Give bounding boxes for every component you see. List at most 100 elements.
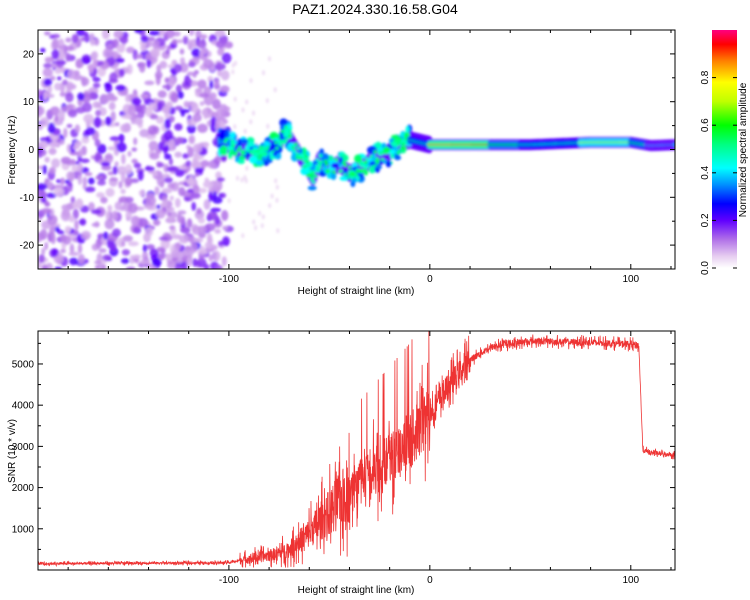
noise-blob [186,218,193,228]
noise-blob [268,203,272,209]
noise-blob [94,38,100,46]
noise-blob [42,164,47,175]
noise-blob [221,256,227,267]
spectrogram-y-tick-label: 20 [23,49,35,60]
noise-blob [91,209,102,215]
noise-blob [215,264,223,269]
noise-blob [193,237,204,243]
signal-blob [354,154,362,163]
signal-blob [357,168,367,174]
noise-blob [110,111,116,122]
snr-series-line [38,331,675,568]
noise-blob [66,143,72,153]
noise-blob [131,97,142,106]
noise-blob [197,40,207,49]
noise-blob [40,196,47,203]
noise-blob [70,159,76,164]
noise-blob [273,87,277,93]
signal-core [275,146,279,150]
noise-blob [105,116,112,126]
noise-blob [197,187,207,194]
noise-blob [197,225,207,234]
signal-core [245,149,250,153]
noise-blob [212,250,221,262]
noise-blob [89,38,96,47]
noise-blob [174,123,183,131]
noise-blob [170,92,179,103]
noise-blob [65,92,74,103]
noise-blob [42,67,53,78]
noise-blob [168,76,176,87]
noise-blob [167,182,176,189]
noise-blob [81,56,91,64]
noise-blob [89,33,95,40]
noise-blob [107,146,117,151]
noise-blob [92,101,101,109]
spectrogram-y-tick-label: -20 [20,241,35,252]
snr-y-tick-label: 5000 [12,359,35,370]
noise-blob [77,243,83,254]
noise-blob [97,143,107,154]
noise-blob [121,240,126,247]
noise-blob [127,202,138,214]
signal-core [319,160,324,164]
noise-blob [112,38,119,49]
signal-core [364,164,369,168]
noise-blob [188,61,196,68]
noise-blob [190,102,199,114]
noise-blob [88,202,95,212]
noise-blob [68,251,80,256]
noise-blob [179,48,185,55]
signal-blob [376,164,383,170]
signal-blob [369,161,377,166]
signal-core [236,148,241,152]
noise-blob [43,91,48,101]
colorbar-gradient [712,30,737,268]
noise-blob [66,182,73,187]
noise-blob [103,231,109,240]
noise-blob [223,106,231,112]
noise-blob [131,147,138,152]
noise-blob [202,180,214,188]
noise-blob [138,217,149,227]
noise-blob [109,177,119,182]
noise-blob [161,106,170,114]
signal-core [403,146,407,150]
noise-blob [121,114,132,119]
noise-blob [252,110,255,116]
noise-blob [121,153,126,165]
noise-blob [214,30,226,38]
signal-core [258,154,263,158]
noise-blob [270,193,274,199]
noise-blob [161,173,171,178]
noise-blob [187,146,194,158]
noise-blob [40,47,46,53]
noise-blob [127,241,139,247]
noise-blob [221,210,229,221]
noise-blob [193,184,200,194]
signal-core [369,155,374,158]
noise-blob [38,254,45,263]
noise-blob [152,40,160,50]
noise-blob [254,225,258,231]
noise-blob [138,189,145,197]
noise-blob [188,78,193,84]
noise-blob [109,72,118,83]
noise-blob [219,192,227,199]
noise-blob [82,176,88,186]
noise-blob [219,38,228,43]
noise-blob [122,235,133,242]
noise-blob [156,204,161,210]
noise-blob [97,180,106,186]
noise-blob [274,178,278,184]
noise-blob [63,127,68,139]
noise-blob [120,188,126,195]
noise-blob [231,62,235,68]
noise-blob [221,52,232,64]
noise-blob [186,256,193,268]
noise-blob [156,175,165,187]
noise-blob [241,233,245,239]
noise-blob [167,207,175,212]
noise-blob [219,85,230,93]
noise-blob [115,84,126,92]
